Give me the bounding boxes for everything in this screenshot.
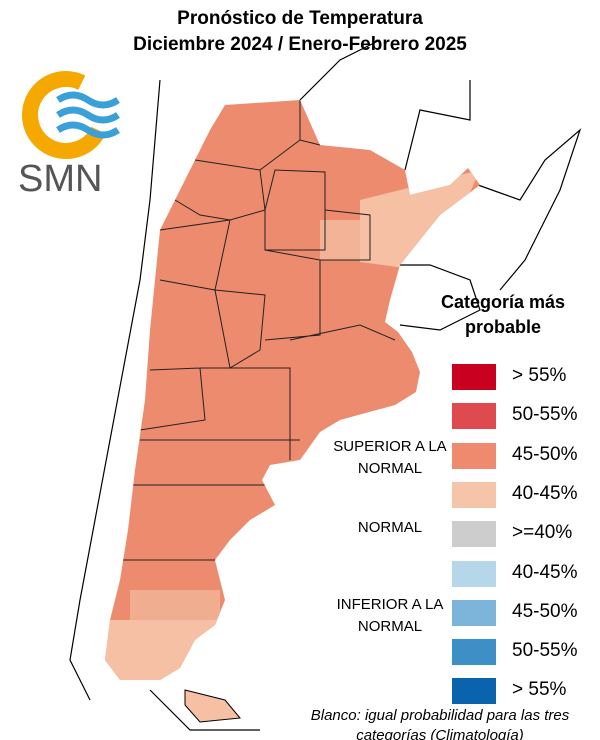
legend-group: NORMAL (357, 519, 423, 536)
legend-group: INFERIOR A LA NORMAL (336, 596, 444, 635)
legend-label: 40-45% (512, 482, 578, 504)
tierra-del-fuego (184, 689, 241, 723)
legend-label: >=40% (512, 522, 573, 544)
legend-label: 45-50% (512, 600, 578, 622)
note: Blanco: igual probabilidad para las tres… (310, 707, 570, 740)
legend-label: > 55% (512, 365, 567, 386)
legend-swatch (452, 599, 496, 626)
legend-swatch (452, 481, 496, 508)
legend-swatch (452, 403, 496, 430)
legend-swatch (452, 521, 496, 548)
legend-swatch (452, 678, 496, 705)
legend-title: Categoría más probable (440, 292, 566, 337)
neighbor-borders (69, 39, 582, 731)
subtitle: Diciembre 2024 / Enero-Febrero 2025 (133, 34, 467, 55)
legend-group: SUPERIOR A LA NORMAL (333, 438, 447, 477)
logo (22, 71, 120, 159)
legend-swatch (452, 560, 496, 587)
legend-label: 45-50% (512, 443, 578, 465)
legend-label: 50-55% (512, 404, 578, 426)
legend-label: > 55% (512, 679, 567, 701)
legend-swatch (452, 442, 496, 469)
legend-label: 40-45% (512, 561, 578, 583)
legend-swatch (452, 364, 496, 390)
title: Pronóstico de Temperatura (177, 8, 423, 29)
logo-text: SMN (18, 158, 103, 200)
legend-swatch (452, 639, 496, 666)
legend-label: 50-55% (512, 640, 578, 662)
